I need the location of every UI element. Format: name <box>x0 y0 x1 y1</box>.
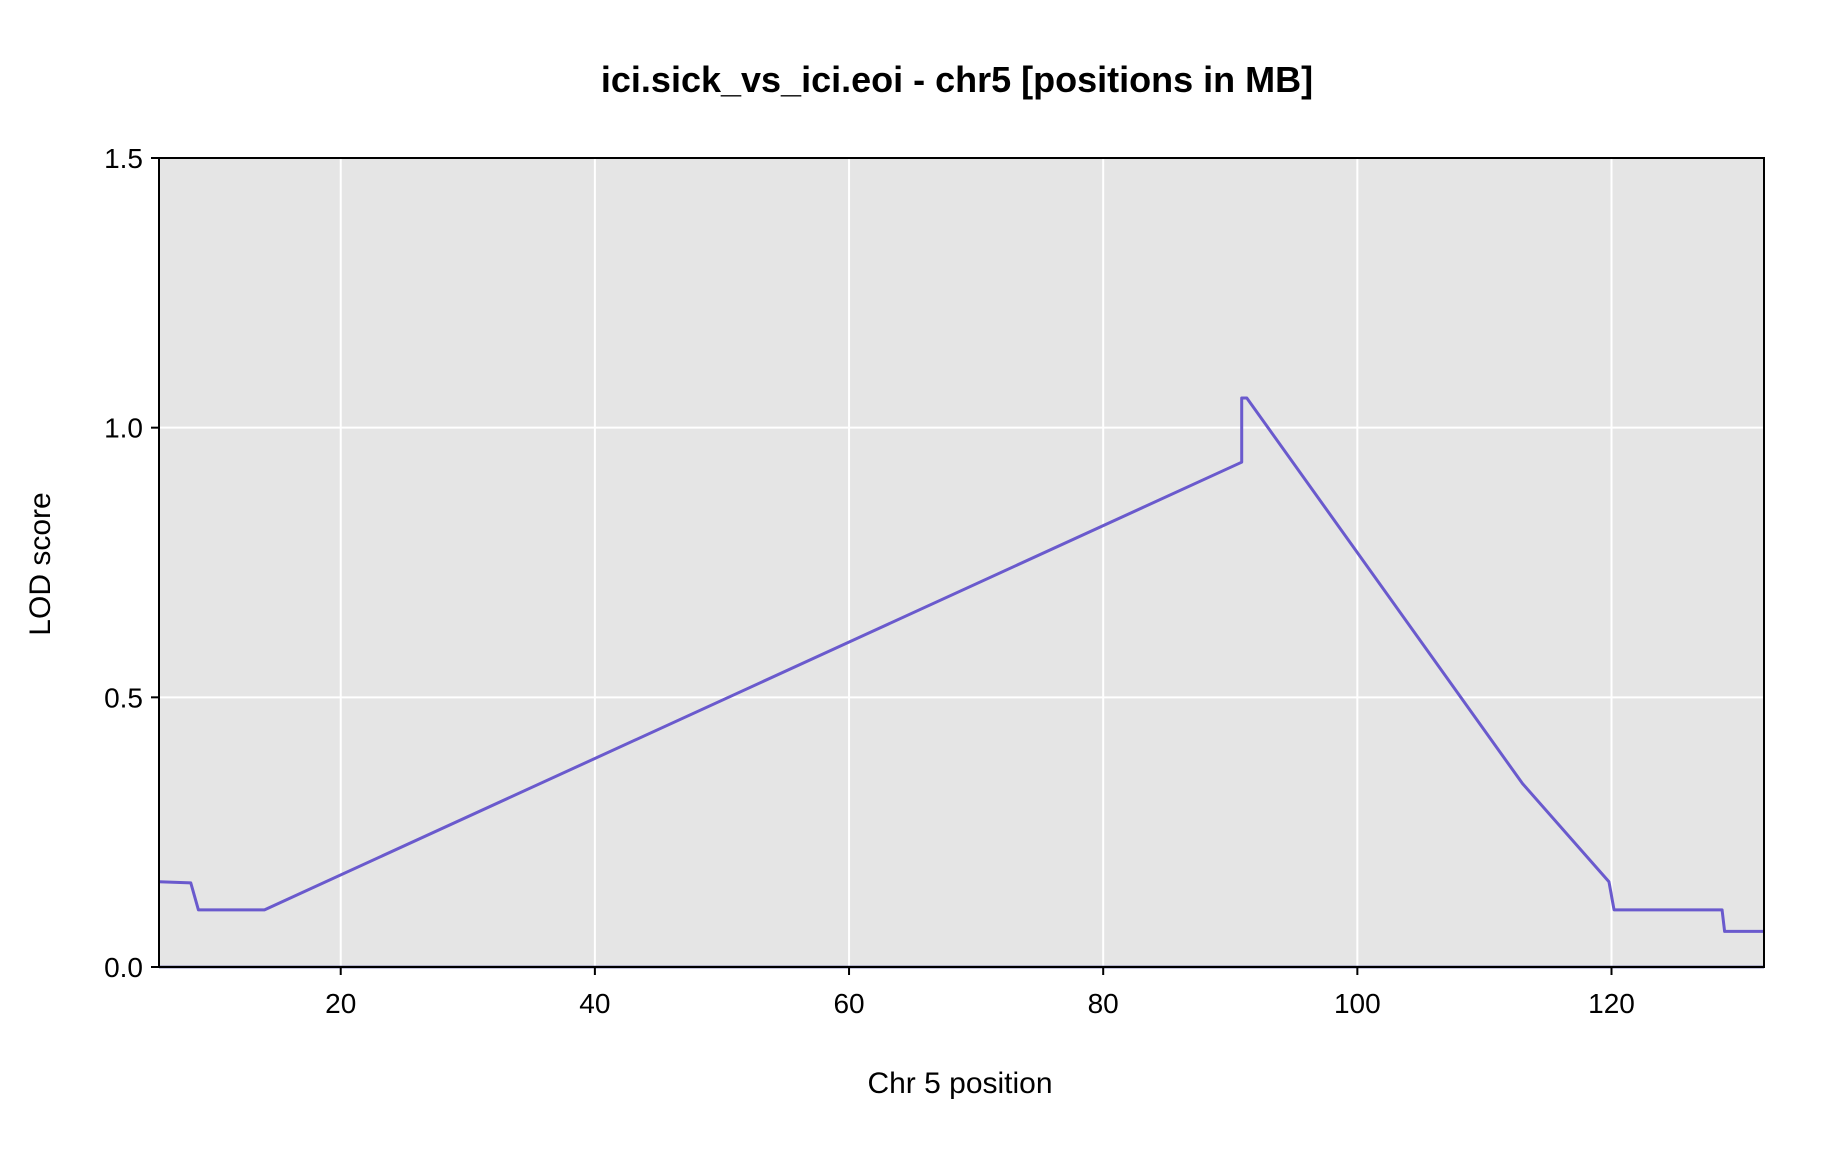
plot-area <box>158 157 1765 969</box>
x-tick-label: 120 <box>1588 988 1635 1019</box>
x-tick-label: 100 <box>1334 988 1381 1019</box>
plot-background <box>159 158 1764 967</box>
y-tick-label: 0.5 <box>104 682 143 713</box>
x-axis-label: Chr 5 position <box>867 1067 1052 1100</box>
y-tick-label: 0.0 <box>104 952 143 983</box>
series-line <box>158 396 1764 933</box>
y-tick-label: 1.5 <box>104 143 143 174</box>
y-tick-label: 1.0 <box>104 413 143 444</box>
y-axis-label: LOD score <box>24 492 57 635</box>
x-tick-label: 20 <box>325 988 356 1019</box>
chart-title: ici.sick_vs_ici.eoi - chr5 [positions in… <box>601 59 1313 100</box>
x-tick-label: 80 <box>1088 988 1119 1019</box>
y-axis-ticks: 0.0 0.5 1.0 1.5 <box>104 143 159 983</box>
plot-frame <box>158 157 1765 968</box>
x-tick-label: 40 <box>579 988 610 1019</box>
x-axis-ticks: 20 40 60 80 100 120 <box>325 967 1635 1019</box>
x-tick-label: 60 <box>833 988 864 1019</box>
